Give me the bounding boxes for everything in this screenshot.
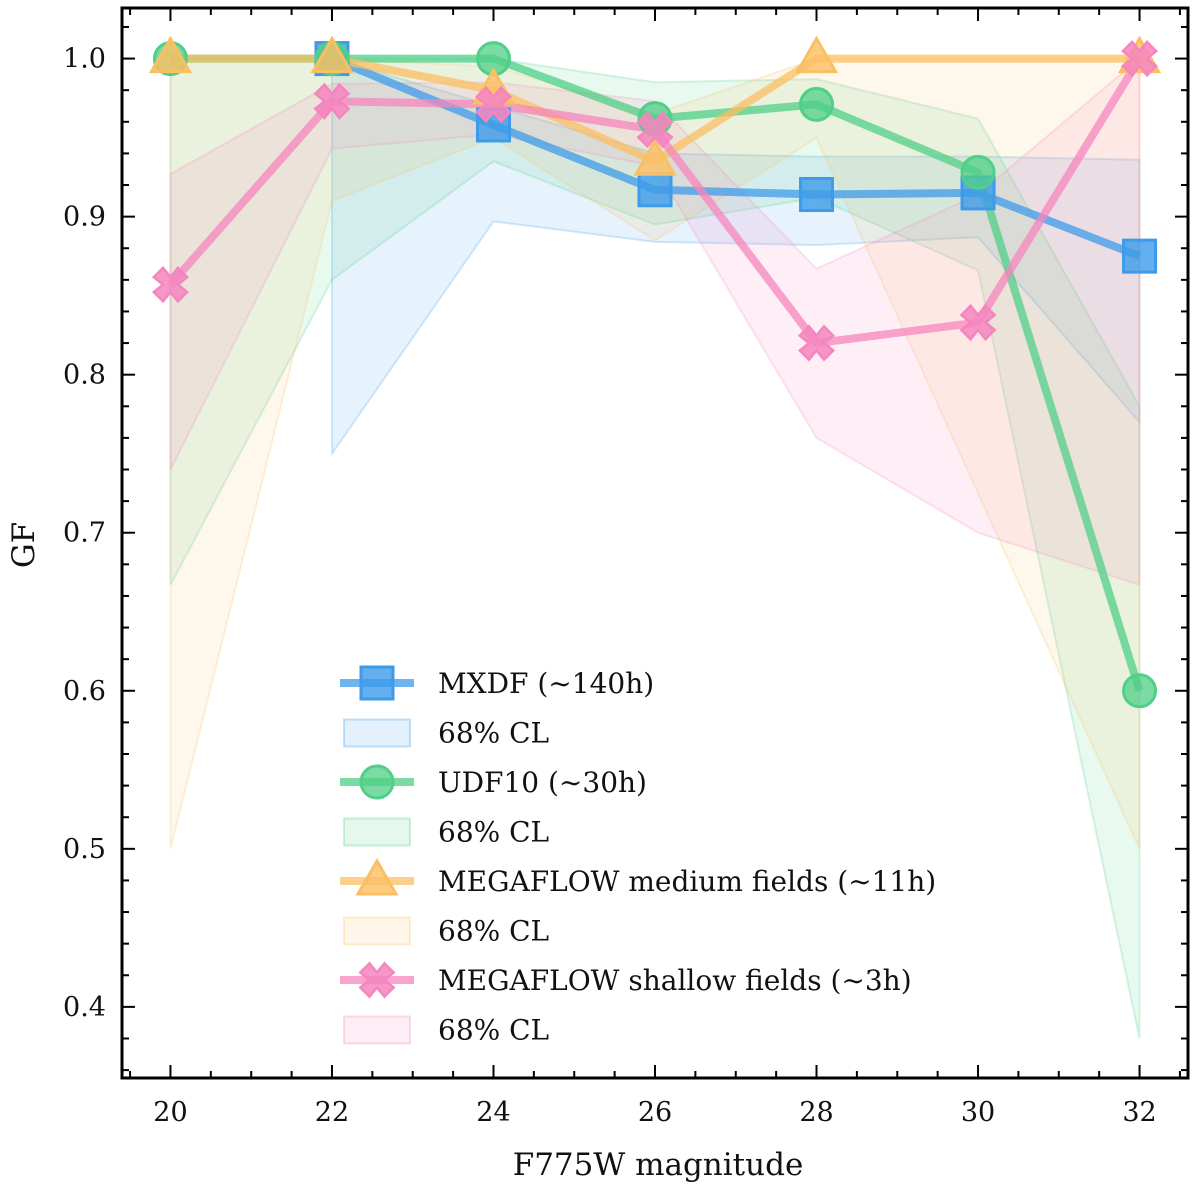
point-series-2-6 <box>1122 673 1158 709</box>
series-markers <box>148 35 1162 709</box>
x-tick-label: 32 <box>1122 1097 1156 1128</box>
line-series-1 <box>330 54 1141 260</box>
line-series-3 <box>170 54 1140 166</box>
point-series-4-5 <box>959 303 997 342</box>
point-series-2-5 <box>960 154 996 190</box>
x-tick-label: 30 <box>961 1097 995 1128</box>
point-series-3-0 <box>148 35 193 74</box>
legend-band-patch-series-1 <box>343 718 411 748</box>
point-series-3-4 <box>794 35 839 74</box>
axis-ticks <box>122 8 1188 1078</box>
legend-band-label-series-1: 68% CL <box>438 717 549 750</box>
x-tick-label: 22 <box>315 1097 349 1128</box>
band-series-2 <box>169 57 1141 1039</box>
y-tick-label: 0.9 <box>63 202 106 233</box>
legend-band-patch-series-4 <box>343 1015 411 1045</box>
legend-marker-series-2 <box>359 764 395 800</box>
point-series-3-3 <box>633 138 677 176</box>
legend-marker-series-3 <box>355 857 399 896</box>
x-tick-label: 24 <box>476 1097 510 1128</box>
legend-band-label-series-4: 68% CL <box>438 1014 549 1047</box>
axis-tick-labels: 20 22 24 26 28 30 32 0.4 0.5 0.6 0.7 0.8 0.9 1.0 <box>63 44 1157 1128</box>
band-series-4 <box>169 56 1141 587</box>
y-tick-label: 0.6 <box>63 676 106 707</box>
legend-band-label-series-3: 68% CL <box>438 915 549 948</box>
point-series-4-2 <box>474 85 513 123</box>
point-series-3-1 <box>310 35 354 74</box>
point-series-4-0 <box>151 266 189 304</box>
legend: MXDF (∼140h) 68% CL UDF10 (∼30h) 68% CL MEGA… <box>340 665 936 1047</box>
legend-marker-series-4 <box>358 961 396 999</box>
y-tick-label: 0.4 <box>63 992 106 1023</box>
y-tick-label: 0.8 <box>63 360 106 391</box>
x-axis-title: F775W magnitude <box>513 1147 804 1183</box>
legend-band-label-series-2: 68% CL <box>438 816 549 849</box>
y-tick-label: 0.5 <box>63 834 106 865</box>
point-series-2-4 <box>799 86 835 122</box>
y-tick-label: 1.0 <box>63 44 106 75</box>
x-tick-label: 28 <box>799 1097 833 1128</box>
x-tick-label: 26 <box>638 1097 672 1128</box>
legend-band-patch-series-3 <box>343 916 411 946</box>
y-axis-title: GF <box>6 522 42 568</box>
y-tick-label: 0.7 <box>63 518 106 549</box>
point-series-4-6 <box>1121 40 1159 78</box>
legend-band-patch-series-2 <box>343 817 411 847</box>
point-series-4-1 <box>313 82 351 120</box>
x-tick-label: 20 <box>153 1097 187 1128</box>
legend-label-series-3: MEGAFLOW medium fields (∼11h) <box>438 865 936 898</box>
legend-label-series-4: MEGAFLOW shallow fields (∼3h) <box>438 964 912 997</box>
point-series-4-4 <box>797 324 836 362</box>
legend-label-series-1: MXDF (∼140h) <box>438 667 654 700</box>
point-series-1-5 <box>1122 238 1158 274</box>
point-series-1-2 <box>637 172 673 208</box>
point-series-1-3 <box>799 176 835 212</box>
legend-label-series-2: UDF10 (∼30h) <box>438 766 647 799</box>
legend-marker-series-1 <box>359 665 395 701</box>
point-series-4-3 <box>636 111 674 149</box>
